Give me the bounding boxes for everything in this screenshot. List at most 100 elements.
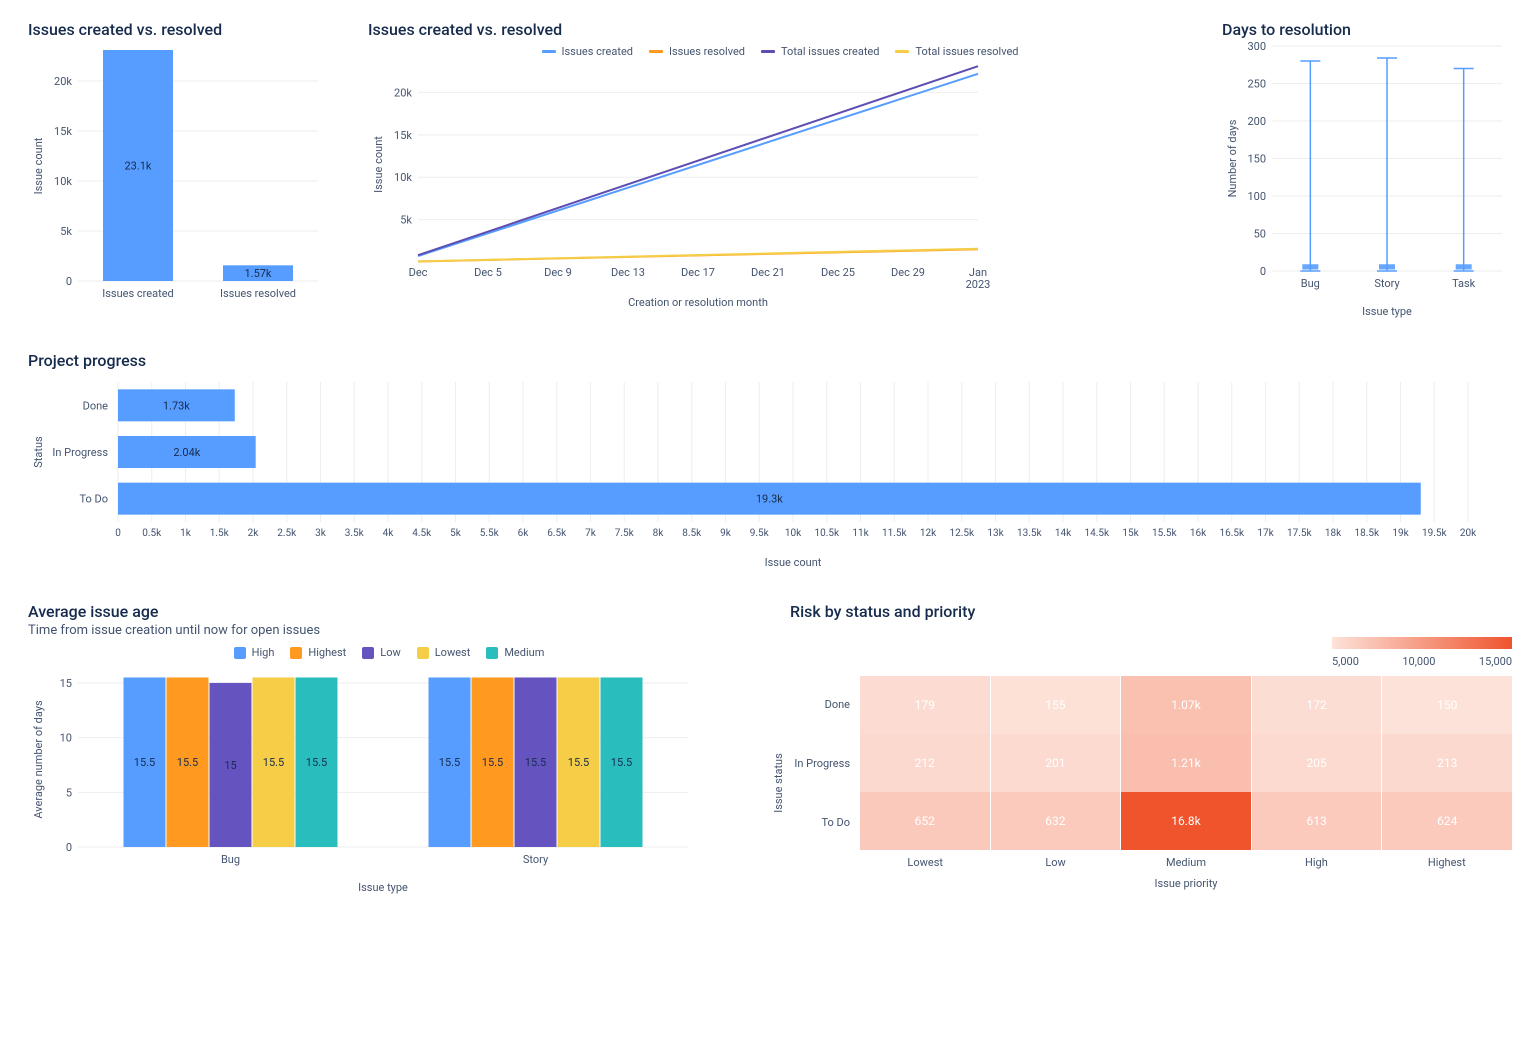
heatmap-col-label: High [1251, 856, 1381, 869]
svg-text:10.5k: 10.5k [814, 528, 839, 539]
heatmap-row-label: Done [770, 698, 850, 711]
heatmap-cell[interactable]: 150 [1382, 676, 1512, 734]
svg-text:Issue type: Issue type [1362, 305, 1412, 318]
legend: High Highest Low Lowest Medium [28, 646, 750, 659]
svg-text:0.5k: 0.5k [142, 528, 162, 539]
svg-text:20k: 20k [54, 75, 72, 88]
svg-text:3k: 3k [315, 528, 327, 539]
svg-text:15.5: 15.5 [482, 756, 503, 769]
svg-text:Issue count: Issue count [32, 137, 45, 194]
heatmap-cell[interactable]: 632 [991, 792, 1121, 850]
svg-text:15k: 15k [394, 129, 412, 142]
svg-text:Bug: Bug [221, 853, 240, 866]
legend-item[interactable]: Lowest [417, 646, 471, 659]
svg-text:23.1k: 23.1k [124, 160, 151, 173]
svg-text:9k: 9k [720, 528, 732, 539]
svg-text:4k: 4k [383, 528, 395, 539]
days-to-resolution-chart: Days to resolution 050100150200250300Num… [1222, 20, 1512, 321]
svg-text:13k: 13k [987, 528, 1004, 539]
heatmap-cell[interactable]: 179 [860, 676, 990, 734]
svg-text:Number of days: Number of days [1226, 119, 1239, 197]
svg-text:15.5: 15.5 [439, 756, 460, 769]
svg-text:20k: 20k [394, 86, 412, 99]
heatmap-scale [1332, 637, 1512, 649]
heatmap-scale-ticks: 5,00010,00015,000 [1332, 655, 1512, 668]
svg-text:14k: 14k [1055, 528, 1072, 539]
heatmap-row-label: In Progress [770, 757, 850, 770]
svg-text:0: 0 [115, 528, 121, 539]
legend-item[interactable]: High [234, 646, 275, 659]
svg-text:8k: 8k [653, 528, 665, 539]
svg-text:13.5k: 13.5k [1017, 528, 1042, 539]
legend-item[interactable]: Highest [290, 646, 346, 659]
svg-text:15k: 15k [1122, 528, 1139, 539]
legend-item[interactable]: Low [362, 646, 400, 659]
svg-text:7.5k: 7.5k [615, 528, 635, 539]
legend-item[interactable]: Issues created [542, 45, 633, 58]
svg-text:11.5k: 11.5k [882, 528, 907, 539]
legend-item[interactable]: Total issues resolved [895, 45, 1018, 58]
svg-text:5.5k: 5.5k [480, 528, 500, 539]
svg-text:1k: 1k [180, 528, 192, 539]
heatmap-cell[interactable]: 16.8k [1121, 792, 1251, 850]
svg-text:18k: 18k [1325, 528, 1342, 539]
heatmap-cell[interactable]: 205 [1252, 734, 1382, 792]
svg-text:15.5: 15.5 [177, 756, 198, 769]
svg-text:Dec: Dec [409, 266, 428, 279]
svg-text:50: 50 [1254, 228, 1266, 241]
svg-text:Issue count: Issue count [372, 136, 385, 193]
svg-text:15: 15 [60, 677, 72, 690]
heatmap-cell[interactable]: 172 [1252, 676, 1382, 734]
legend-item[interactable]: Issues resolved [649, 45, 745, 58]
svg-text:12.5k: 12.5k [949, 528, 974, 539]
svg-text:7k: 7k [585, 528, 597, 539]
svg-text:In Progress: In Progress [52, 446, 108, 459]
svg-text:15k: 15k [54, 125, 72, 138]
heatmap-cell[interactable]: 652 [860, 792, 990, 850]
heatmap-cell[interactable]: 201 [991, 734, 1121, 792]
svg-text:12k: 12k [920, 528, 937, 539]
svg-text:100: 100 [1247, 190, 1266, 203]
svg-text:18.5k: 18.5k [1354, 528, 1379, 539]
svg-text:16.5k: 16.5k [1219, 528, 1244, 539]
svg-text:0: 0 [66, 841, 72, 854]
svg-text:Issues created: Issues created [102, 287, 173, 300]
svg-text:10k: 10k [785, 528, 802, 539]
chart-title: Issues created vs. resolved [368, 20, 1192, 39]
svg-text:15.5: 15.5 [263, 756, 284, 769]
svg-text:19.5k: 19.5k [1422, 528, 1447, 539]
legend-item[interactable]: Medium [486, 646, 544, 659]
legend-item[interactable]: Total issues created [761, 45, 879, 58]
heatmap-cell[interactable]: 624 [1382, 792, 1512, 850]
series-line [418, 74, 978, 256]
svg-text:Dec 17: Dec 17 [681, 266, 715, 279]
heatmap-col-label: Highest [1382, 856, 1512, 869]
svg-text:16k: 16k [1190, 528, 1207, 539]
svg-text:1.73k: 1.73k [163, 399, 190, 412]
svg-text:6k: 6k [518, 528, 530, 539]
heatmap-cell[interactable]: 155 [991, 676, 1121, 734]
heatmap-cell[interactable]: 213 [1382, 734, 1512, 792]
chart-title: Risk by status and priority [790, 602, 1512, 621]
heatmap-cell[interactable]: 613 [1252, 792, 1382, 850]
svg-text:Average number of days: Average number of days [32, 700, 45, 819]
risk-heatmap: Risk by status and priority 5,00010,0001… [790, 602, 1512, 897]
svg-text:15: 15 [224, 759, 236, 772]
heatmap-col-label: Medium [1121, 856, 1251, 869]
chart-title: Average issue age [28, 602, 750, 621]
heatmap-cell[interactable]: 1.21k [1121, 734, 1251, 792]
issues-created-resolved-bar: Issues created vs. resolved 05k10k15k20k… [28, 20, 338, 321]
heatmap-cell[interactable]: 1.07k [1121, 676, 1251, 734]
heatmap-row-label: To Do [770, 816, 850, 829]
chart-title: Project progress [28, 351, 1512, 370]
svg-text:Dec 29: Dec 29 [891, 266, 925, 279]
svg-text:Story: Story [523, 853, 549, 866]
svg-text:200: 200 [1247, 115, 1266, 128]
heatmap-cell[interactable]: 212 [860, 734, 990, 792]
svg-text:17.5k: 17.5k [1287, 528, 1312, 539]
svg-text:1.57k: 1.57k [244, 267, 271, 280]
legend: Issues created Issues resolved Total issue… [368, 45, 1192, 58]
svg-text:1.5k: 1.5k [210, 528, 230, 539]
svg-text:Dec 25: Dec 25 [821, 266, 855, 279]
svg-text:Done: Done [83, 399, 109, 412]
